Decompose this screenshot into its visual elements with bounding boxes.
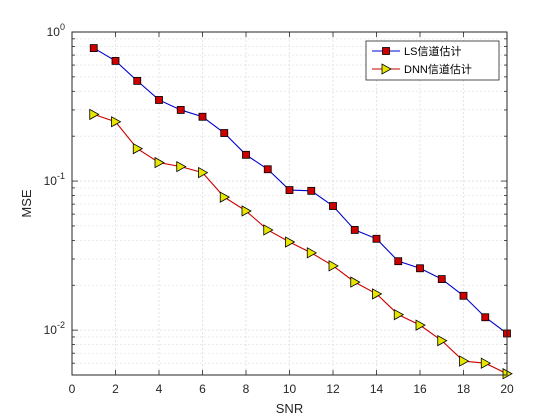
data-point-triangle — [111, 116, 122, 128]
x-axis-label: SNR — [276, 401, 303, 416]
data-point-square — [350, 226, 359, 234]
data-point-square — [329, 202, 337, 210]
data-point-square — [111, 56, 120, 65]
data-point-triangle — [328, 260, 339, 272]
x-tick-label: 12 — [326, 382, 340, 396]
x-tick-label: 18 — [457, 382, 471, 396]
series-layer — [89, 44, 513, 380]
data-point-square — [285, 186, 294, 194]
data-point-triangle — [285, 236, 296, 248]
data-point-square — [89, 44, 98, 52]
series-1 — [89, 44, 511, 338]
data-point-triangle — [372, 288, 383, 300]
data-point-triangle — [480, 357, 492, 369]
data-point-triangle — [306, 247, 318, 259]
x-tick-label: 10 — [283, 382, 297, 396]
data-point-square — [437, 275, 446, 283]
data-point-triangle — [89, 108, 100, 121]
data-point-triangle — [241, 205, 252, 217]
data-point-square — [198, 112, 207, 121]
data-point-square — [394, 257, 403, 266]
data-point-square — [155, 96, 163, 104]
y-tick-label: 10-2 — [44, 320, 65, 337]
data-point-square — [307, 186, 316, 195]
data-point-triangle — [381, 63, 392, 75]
data-point-triangle — [393, 308, 405, 321]
legend-entry: LS信道估计 — [372, 44, 461, 58]
data-point-triangle — [437, 334, 448, 347]
data-point-square — [372, 234, 381, 243]
x-tick-label: 4 — [156, 382, 163, 396]
data-point-triangle — [198, 166, 209, 179]
x-tick-label: 14 — [370, 382, 384, 396]
data-point-square — [459, 291, 468, 300]
data-point-square — [133, 76, 142, 85]
data-point-square — [176, 106, 185, 114]
tick-labels: 0 2 4 6 8 10 12 14 16 18 20 10-2 10-1 100 — [44, 22, 514, 396]
data-point-triangle — [154, 156, 165, 169]
y-tick-label: 100 — [47, 22, 65, 39]
legend-label: LS信道估计 — [404, 44, 461, 58]
legend: LS信道估计 DNN信道估计 — [365, 40, 500, 81]
data-point-triangle — [263, 224, 274, 236]
legend-label: DNN信道估计 — [404, 62, 472, 76]
legend-entry: DNN信道估计 — [372, 62, 472, 76]
data-point-triangle — [176, 160, 187, 173]
x-tick-label: 6 — [199, 382, 206, 396]
data-point-square — [481, 313, 490, 322]
data-point-triangle — [415, 319, 426, 331]
y-tick-label: 10-1 — [44, 171, 65, 188]
data-point-triangle — [132, 142, 144, 155]
x-tick-label: 16 — [413, 382, 427, 396]
data-point-square — [263, 165, 272, 174]
data-point-triangle — [459, 355, 470, 367]
data-point-square — [416, 264, 424, 273]
y-axis-label: MSE — [19, 189, 34, 218]
axis-ticks — [71, 31, 508, 375]
data-point-square — [242, 150, 250, 159]
x-tick-label: 8 — [243, 382, 250, 396]
data-point-square — [220, 129, 229, 137]
x-tick-label: 0 — [69, 382, 76, 396]
data-point-triangle — [350, 276, 361, 288]
data-point-square — [382, 47, 390, 55]
x-tick-label: 20 — [500, 382, 514, 396]
x-tick-label: 2 — [112, 382, 119, 396]
series-2 — [89, 108, 513, 380]
data-point-triangle — [219, 191, 231, 203]
